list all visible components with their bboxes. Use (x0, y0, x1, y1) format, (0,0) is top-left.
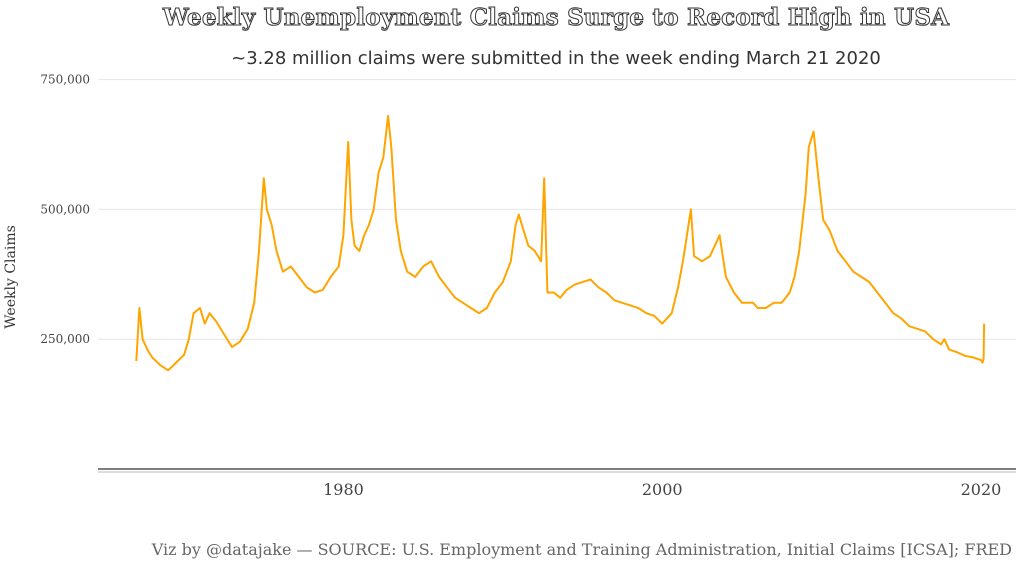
gridlines (98, 79, 1016, 340)
series-group (135, 114, 986, 372)
x-tick-label: 1980 (323, 480, 364, 499)
chart-title: Weekly Unemployment Claims Surge to Reco… (162, 4, 950, 32)
chart-subtitle: ~3.28 million claims were submitted in t… (231, 48, 881, 69)
y-tick-label: 500,000 (40, 202, 90, 216)
source-caption: Viz by @datajake — SOURCE: U.S. Employme… (151, 540, 1012, 559)
x-tick-label: 2020 (961, 480, 1002, 499)
x-tick-label: 2000 (642, 480, 683, 499)
y-tick-label: 750,000 (40, 73, 90, 87)
series-line (135, 114, 986, 372)
y-axis-label: Weekly Claims (3, 225, 19, 329)
y-axis-ticks: 250,000 500,000 750,000 (40, 73, 90, 347)
x-axis-ticks: 1980 2000 2020 (323, 480, 1001, 499)
y-tick-label: 250,000 (40, 332, 90, 346)
